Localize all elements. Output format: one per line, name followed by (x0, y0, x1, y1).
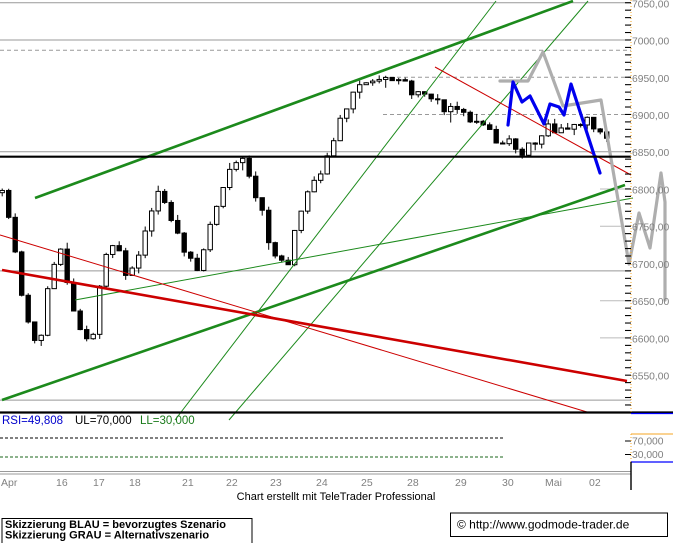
svg-text:Apr: Apr (1, 477, 18, 489)
svg-text:29: 29 (455, 477, 467, 489)
svg-text:RSI=49,808: RSI=49,808 (2, 415, 63, 427)
svg-text:6650,00: 6650,00 (632, 297, 669, 308)
svg-text:7000,00: 7000,00 (632, 37, 669, 48)
svg-text:30,000: 30,000 (632, 450, 664, 461)
svg-text:6600,00: 6600,00 (632, 334, 669, 345)
svg-text:16: 16 (56, 477, 68, 489)
svg-text:6550,00: 6550,00 (632, 372, 669, 383)
svg-text:70,000: 70,000 (632, 437, 664, 448)
svg-text:6750,00: 6750,00 (632, 223, 669, 234)
svg-text:25: 25 (361, 477, 373, 489)
svg-text:Chart erstellt mit TeleTrader: Chart erstellt mit TeleTrader Profession… (237, 491, 436, 503)
svg-text:02: 02 (589, 477, 601, 489)
svg-text:6800,00: 6800,00 (632, 186, 669, 197)
svg-text:30: 30 (502, 477, 514, 489)
svg-text:24: 24 (316, 477, 328, 489)
svg-text:7050,00: 7050,00 (632, 0, 669, 11)
svg-text:6850,00: 6850,00 (632, 148, 669, 159)
svg-text:© http://www.godmode-trader.de: © http://www.godmode-trader.de (457, 518, 630, 532)
svg-text:17: 17 (93, 477, 105, 489)
svg-text:18: 18 (129, 477, 141, 489)
svg-text:6700,00: 6700,00 (632, 260, 669, 271)
svg-text:6950,00: 6950,00 (632, 74, 669, 85)
svg-text:21: 21 (182, 477, 194, 489)
svg-text:Skizzierung GRAU = Alternativs: Skizzierung GRAU = Alternativszenario (5, 530, 209, 542)
svg-text:23: 23 (270, 477, 282, 489)
svg-text:6900,00: 6900,00 (632, 111, 669, 122)
svg-text:28: 28 (407, 477, 419, 489)
svg-text:22: 22 (226, 477, 238, 489)
svg-text:UL=70,000: UL=70,000 (75, 415, 132, 427)
svg-text:Mai: Mai (545, 477, 562, 489)
svg-text:LL=30,000: LL=30,000 (140, 415, 195, 427)
